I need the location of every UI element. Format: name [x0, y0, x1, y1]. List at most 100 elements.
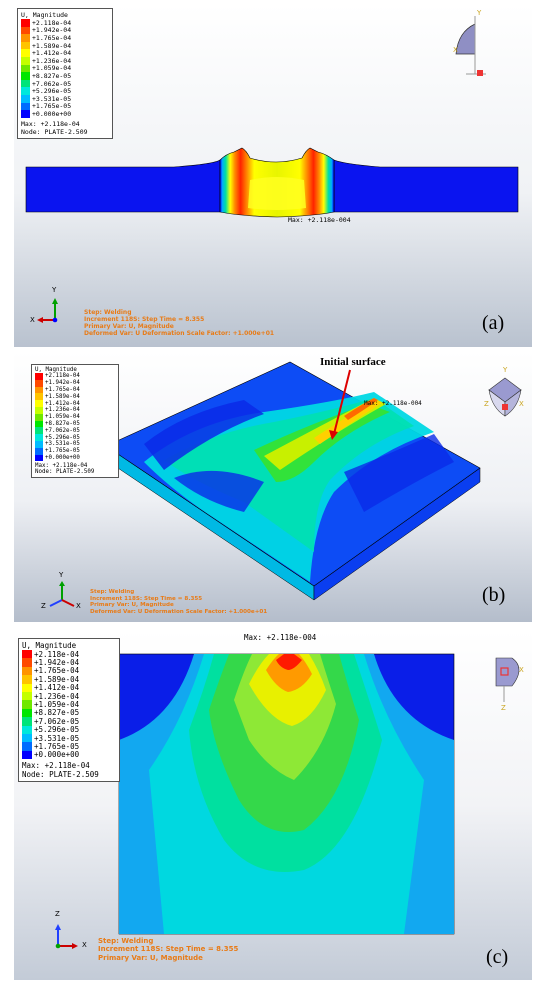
- legend-swatch: [21, 56, 30, 65]
- legend-row: +3.531e-05: [21, 95, 109, 103]
- legend-row: +5.296e-05: [22, 725, 116, 735]
- legend-value: +7.062e-05: [32, 79, 72, 88]
- legend-swatch: [35, 406, 43, 414]
- status-deformed: Deformed Var: U Deformation Scale Factor…: [84, 330, 275, 338]
- legend-row: +1.059e-04: [22, 700, 116, 709]
- legend-value: +1.236e-04: [34, 691, 80, 701]
- legend-row: +1.942e-04: [35, 379, 115, 387]
- status-text: Step: Welding Increment 118S: Step Time …: [90, 589, 267, 615]
- legend-swatch: [22, 733, 32, 743]
- legend-title: U, Magnitude: [21, 11, 68, 19]
- legend-swatch: [22, 691, 32, 701]
- contour-red: [276, 654, 302, 670]
- svg-text:X: X: [519, 400, 524, 408]
- svg-text:Z: Z: [501, 704, 506, 712]
- legend-swatch: [35, 434, 43, 441]
- status-deformed: Deformed Var: U Deformation Scale Factor…: [90, 608, 268, 615]
- legend-value: +1.765e-04: [34, 666, 80, 676]
- legend-row: +3.531e-05: [35, 440, 115, 448]
- legend-row: +0.000e+00: [21, 110, 109, 118]
- legend-swatch: [35, 420, 43, 428]
- legend-swatch: [22, 725, 32, 734]
- legend-title: U, Magnitude: [22, 641, 77, 650]
- status-text: Step: Welding Increment 118S: Step Time …: [84, 309, 274, 337]
- svg-text:X: X: [519, 666, 524, 674]
- legend-swatch: [35, 447, 43, 455]
- status-increment: Increment 118S: Step Time = 8.355: [90, 595, 203, 602]
- legend-swatch: [21, 19, 30, 27]
- legend-value: +7.062e-05: [34, 716, 80, 726]
- svg-text:Z: Z: [484, 400, 489, 408]
- legend-row: +1.765e-05: [22, 742, 116, 751]
- legend-row: +1.059e-04: [35, 413, 115, 421]
- axis-label-x: X: [82, 941, 87, 949]
- plate-side-view: Y X: [25, 9, 519, 323]
- legend-rows-c: +2.118e-04 +1.942e-04 +1.765e-04 +1.589e-04…: [22, 650, 116, 759]
- legend-swatch: [21, 34, 30, 42]
- legend-row: +1.412e-04: [21, 49, 109, 57]
- legend-title: U, Magnitude: [35, 367, 77, 373]
- legend-swatch: [21, 64, 30, 73]
- legend-value: +8.827e-05: [45, 420, 80, 427]
- panel-a: Y X U, Magnitude +2.118e-04 +1.942e-04 +1.…: [14, 4, 532, 347]
- legend-value: +1.942e-04: [32, 26, 72, 35]
- legend-row: +1.765e-04: [22, 666, 116, 676]
- legend-value: +1.412e-04: [32, 49, 72, 58]
- view-triad: Y X: [453, 9, 486, 76]
- legend-row: +1.942e-04: [22, 658, 116, 667]
- legend-value: +1.236e-04: [45, 407, 80, 414]
- legend-max: Max: +2.118e-04: [21, 119, 80, 128]
- legend-swatch: [35, 427, 43, 435]
- legend-row: +0.000e+00: [22, 750, 116, 760]
- legend-swatch: [35, 386, 43, 394]
- legend-box: U, Magnitude +2.118e-04 +1.942e-04 +1.765e…: [17, 8, 113, 139]
- legend-swatch: [22, 650, 32, 659]
- legend-row: +1.589e-04: [21, 42, 109, 50]
- legend-row: +2.118e-04: [35, 373, 115, 380]
- legend-max: Max: +2.118e-04: [22, 761, 90, 771]
- legend-row: +1.589e-04: [22, 675, 116, 684]
- legend-value: +1.942e-04: [45, 380, 80, 387]
- legend-value: +2.118e-04: [32, 18, 72, 27]
- status-primary: Primary Var: U, Magnitude: [84, 323, 174, 331]
- status-step: Step: Welding: [84, 309, 132, 316]
- axis-label-y: Y: [52, 286, 57, 294]
- legend-swatch: [22, 675, 32, 684]
- status-primary: Primary Var: U, Magnitude: [98, 953, 203, 962]
- legend-row: +7.062e-05: [21, 80, 109, 88]
- status-increment: Increment 118S: Step Time = 8.355: [84, 316, 205, 324]
- status-text: Step: Welding Increment 118S: Step Time …: [98, 937, 238, 962]
- plate-body-right: [333, 159, 519, 213]
- legend-swatch: [35, 379, 43, 387]
- legend-box: U, Magnitude +2.118e-04 +1.942e-04 +1.765e…: [18, 638, 120, 783]
- legend-value: +7.062e-05: [45, 427, 80, 434]
- legend-swatch: [21, 94, 30, 103]
- legend-row: +0.000e+00: [35, 454, 115, 462]
- axes-icon: [49, 581, 75, 607]
- legend-node: Node: PLATE-2.509: [21, 127, 88, 136]
- legend-value: +0.000e+00: [34, 750, 80, 760]
- status-step: Step: Welding: [98, 937, 154, 945]
- legend-row: +1.942e-04: [21, 26, 109, 35]
- legend-swatch: [35, 393, 43, 401]
- legend-value: +0.000e+00: [45, 454, 80, 461]
- axis-label-z: Z: [55, 910, 60, 918]
- legend-value: +5.296e-05: [34, 725, 80, 735]
- legend-swatch: [22, 708, 32, 718]
- legend-rows-b: +2.118e-04 +1.942e-04 +1.765e-04 +1.589e-04…: [35, 373, 115, 462]
- legend-max: Max: +2.118e-04: [35, 463, 88, 470]
- legend-value: +1.765e-05: [45, 448, 80, 455]
- axes-icon: [37, 298, 58, 323]
- legend-swatch: [21, 41, 30, 50]
- status-step: Step: Welding: [90, 589, 135, 595]
- view-triad: X Z: [495, 657, 524, 712]
- weld-top-surface: [248, 177, 306, 210]
- max-label: Max: +2.118e-004: [364, 400, 422, 407]
- legend-row: +1.765e-05: [35, 447, 115, 455]
- legend-value: +8.827e-05: [34, 708, 80, 718]
- axis-label-x: X: [76, 602, 81, 610]
- legend-value: +2.118e-04: [34, 649, 80, 659]
- legend-value: +1.059e-04: [45, 414, 80, 421]
- view-triad: Y Z X: [484, 366, 524, 417]
- legend-swatch: [21, 102, 30, 111]
